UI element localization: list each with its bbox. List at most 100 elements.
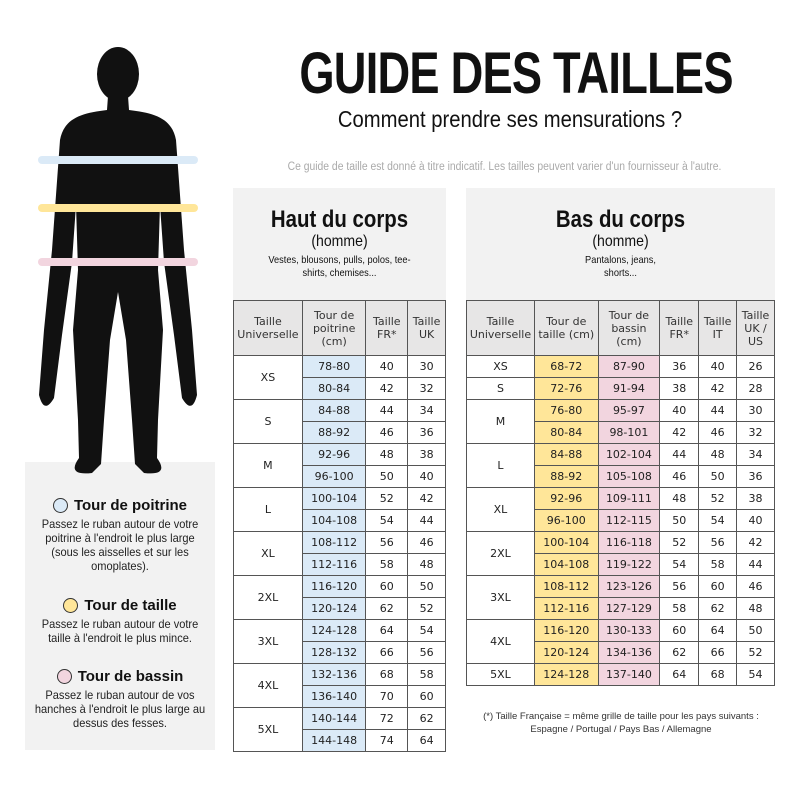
value-cell: 127-129 xyxy=(597,597,661,620)
hips-measure-text: Passez le ruban autour de vos hanches à … xyxy=(34,688,206,730)
table-row: XL 108-112 56 46 xyxy=(233,531,446,576)
value-cell: 38 xyxy=(659,377,700,400)
column-header: Tour de taille (cm) xyxy=(533,300,599,356)
top-desc: Vestes, blousons, pulls, polos, tee-shir… xyxy=(268,254,411,279)
table-row: 4XL 116-120 130-133 60 64 50 xyxy=(466,619,775,664)
value-cell: 60 xyxy=(659,619,700,642)
value-cell: 32 xyxy=(407,377,446,400)
value-cell: 140-144 xyxy=(301,707,367,730)
size-cell: 3XL xyxy=(233,619,303,664)
table-row: 4XL 132-136 68 58 xyxy=(233,663,446,708)
value-cell: 74 xyxy=(365,729,409,752)
value-cell: 60 xyxy=(407,685,446,708)
value-cell: 62 xyxy=(698,597,738,620)
value-cell: 80-84 xyxy=(533,421,599,444)
value-cell: 92-96 xyxy=(533,487,599,510)
value-cell: 123-126 xyxy=(597,575,661,598)
value-cell: 36 xyxy=(407,421,446,444)
value-cell: 120-124 xyxy=(301,597,367,620)
value-cell: 100-104 xyxy=(533,531,599,554)
value-cell: 42 xyxy=(659,421,700,444)
table-row: 120-124 62 52 xyxy=(234,597,446,620)
value-cell: 100-104 xyxy=(301,487,367,510)
value-cell: 108-112 xyxy=(301,531,367,554)
value-cell: 87-90 xyxy=(597,355,661,378)
value-cell: 50 xyxy=(365,465,409,488)
value-cell: 66 xyxy=(365,641,409,664)
size-cell: 4XL xyxy=(233,663,303,708)
footnote-line-2: Espagne / Portugal / Pays Bas / Allemagn… xyxy=(530,724,712,735)
waist-band xyxy=(38,204,198,212)
size-cell: 2XL xyxy=(233,575,303,620)
value-cell: 46 xyxy=(407,531,446,554)
table-row: M 76-80 95-97 40 44 30 xyxy=(466,399,775,444)
waist-measure-title: Tour de taille xyxy=(84,597,177,614)
value-cell: 120-124 xyxy=(533,641,599,664)
table-row: 5XL 124-128 137-140 64 68 54 xyxy=(466,663,775,686)
table-row: 2XL 100-104 116-118 52 56 42 xyxy=(466,531,775,576)
chest-measure-text: Passez le ruban autour de votre poitrine… xyxy=(41,517,199,573)
value-cell: 52 xyxy=(365,487,409,510)
value-cell: 62 xyxy=(365,597,409,620)
value-cell: 56 xyxy=(365,531,409,554)
value-cell: 95-97 xyxy=(597,399,661,422)
value-cell: 58 xyxy=(698,553,738,576)
size-cell: 5XL xyxy=(233,707,303,752)
table-row: L 84-88 102-104 44 48 34 xyxy=(466,443,775,488)
value-cell: 44 xyxy=(736,553,775,576)
value-cell: 105-108 xyxy=(597,465,661,488)
value-cell: 46 xyxy=(698,421,738,444)
value-cell: 56 xyxy=(659,575,700,598)
size-cell: 4XL xyxy=(466,619,535,664)
bottom-title: Bas du corps xyxy=(555,206,686,233)
value-cell: 46 xyxy=(659,465,700,488)
value-cell: 34 xyxy=(407,399,446,422)
table-row: XS 68-72 87-90 36 40 26 xyxy=(466,355,775,378)
value-cell: 68-72 xyxy=(533,355,599,378)
top-sub: (homme) xyxy=(311,233,368,250)
value-cell: 130-133 xyxy=(597,619,661,642)
value-cell: 30 xyxy=(407,355,446,378)
value-cell: 72-76 xyxy=(533,377,599,400)
value-cell: 72 xyxy=(365,707,409,730)
value-cell: 58 xyxy=(365,553,409,576)
value-cell: 52 xyxy=(736,641,775,664)
header-row: Taille Universelle Tour de taille (cm) Tou… xyxy=(466,300,775,356)
value-cell: 38 xyxy=(407,443,446,466)
body-silhouette xyxy=(38,47,198,474)
size-cell: 3XL xyxy=(466,575,535,620)
value-cell: 48 xyxy=(407,553,446,576)
table-row: 88-92 105-108 46 50 36 xyxy=(467,465,775,488)
table-row: XL 92-96 109-111 48 52 38 xyxy=(466,487,775,532)
value-cell: 58 xyxy=(659,597,700,620)
column-header: Tour de poitrine (cm) xyxy=(301,300,367,356)
size-cell: M xyxy=(466,399,535,444)
value-cell: 44 xyxy=(407,509,446,532)
header-row: Taille Universelle Tour de poitrine (cm) T… xyxy=(233,300,446,356)
value-cell: 48 xyxy=(736,597,775,620)
value-cell: 64 xyxy=(407,729,446,752)
hips-measure-title: Tour de bassin xyxy=(77,668,184,685)
column-header: Taille Universelle xyxy=(233,300,303,356)
table-row: 2XL 116-120 60 50 xyxy=(233,575,446,620)
value-cell: 136-140 xyxy=(301,685,367,708)
blue-circle-icon xyxy=(52,498,68,513)
value-cell: 36 xyxy=(659,355,700,378)
value-cell: 28 xyxy=(736,377,775,400)
page-subtitle: Comment prendre ses mensurations ? xyxy=(337,106,683,132)
value-cell: 68 xyxy=(698,663,738,686)
top-panel: Haut du corps (homme) Vestes, blousons, … xyxy=(233,188,446,300)
waist-measure-text: Passez le ruban autour de votre taille à… xyxy=(41,617,199,645)
hips-band xyxy=(38,258,198,266)
disclaimer-note: Ce guide de taille est donné à titre ind… xyxy=(287,161,722,173)
value-cell: 40 xyxy=(407,465,446,488)
value-cell: 96-100 xyxy=(301,465,367,488)
value-cell: 104-108 xyxy=(533,553,599,576)
footnote: (*) Taille Française = même grille de ta… xyxy=(466,710,776,736)
value-cell: 42 xyxy=(698,377,738,400)
value-cell: 44 xyxy=(659,443,700,466)
size-cell: XS xyxy=(466,355,535,378)
value-cell: 68 xyxy=(365,663,409,686)
value-cell: 48 xyxy=(698,443,738,466)
chest-measure-title: Tour de poitrine xyxy=(73,497,188,514)
